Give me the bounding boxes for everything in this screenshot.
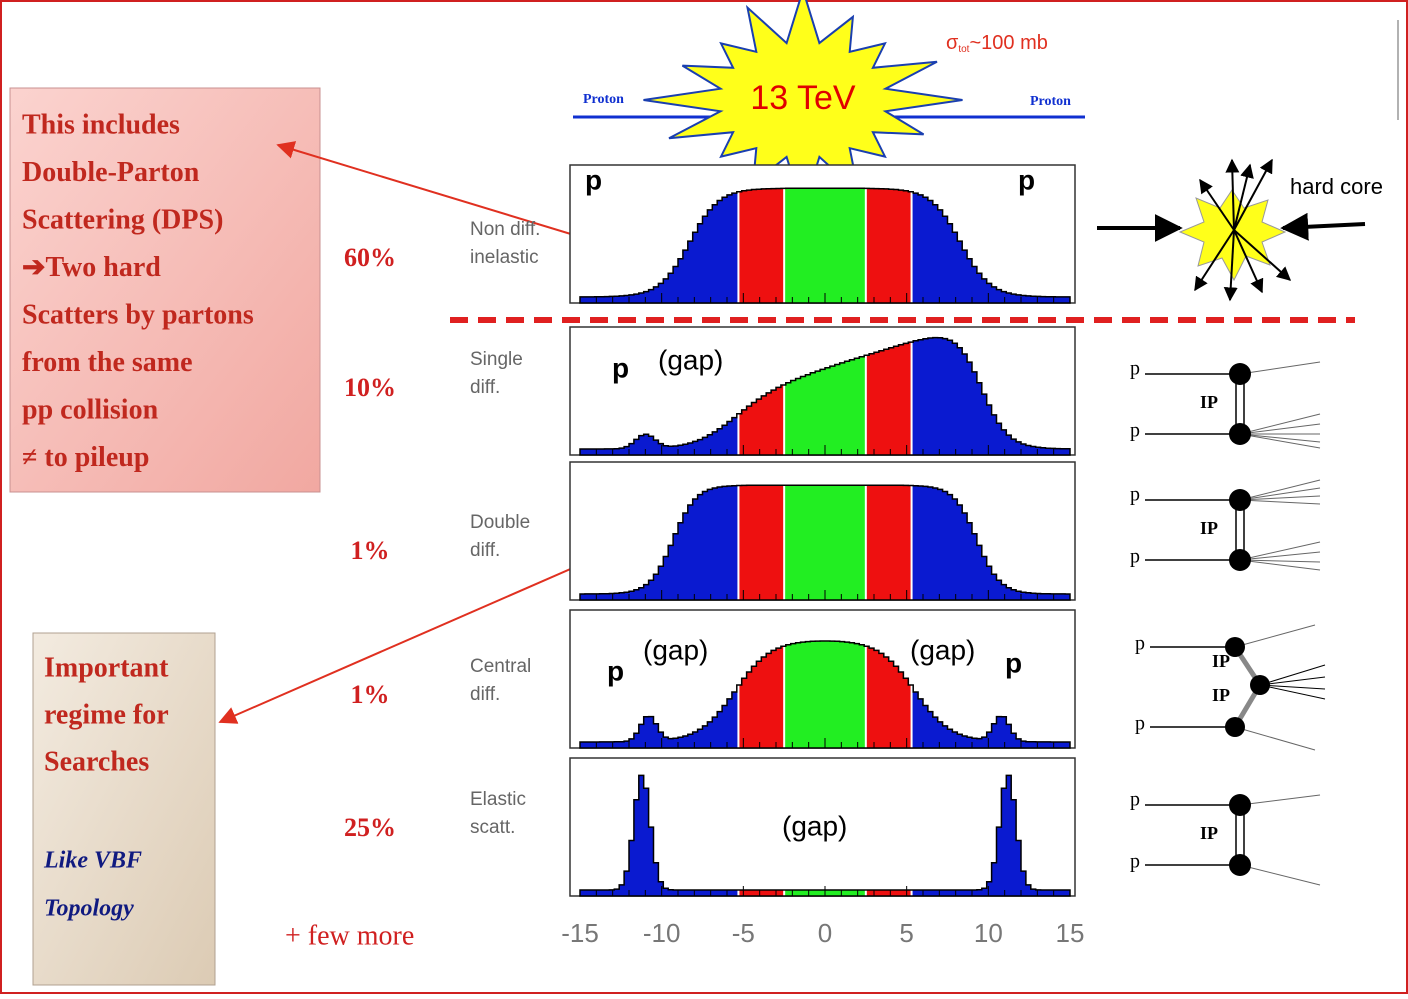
pomeron-label: IP <box>1200 392 1218 412</box>
slide: Proton Proton σtot~100 mb 13 TeV + few m… <box>0 0 1408 994</box>
x-tick-label: 0 <box>818 918 832 948</box>
diagram-p: p <box>1130 420 1140 442</box>
fraction: 25% <box>344 813 396 842</box>
process-name: Central <box>470 656 531 677</box>
vertex <box>1229 794 1251 816</box>
diagram-p: p <box>1130 789 1140 811</box>
panel-label: p <box>585 164 602 195</box>
vertex <box>1225 717 1245 737</box>
diagram-p: p <box>1130 546 1140 568</box>
note-line: Double-Parton <box>22 157 200 188</box>
panel-label: p <box>612 352 629 383</box>
vertex <box>1229 489 1251 511</box>
pomeron-label: IP <box>1200 518 1218 538</box>
diagram-p: p <box>1135 713 1145 735</box>
beam-right: Proton <box>1030 94 1071 109</box>
note-box <box>10 88 320 492</box>
note-line: Scattering (DPS) <box>22 204 223 235</box>
note-line: regime for <box>44 699 169 730</box>
process-name: Single <box>470 349 523 370</box>
fraction: 1% <box>351 680 390 709</box>
hard-core-label: hard core <box>1290 174 1383 199</box>
process-name: Non diff. <box>470 219 540 240</box>
panel-label: (gap) <box>658 344 723 375</box>
note-line: pp collision <box>22 394 159 425</box>
process-name: diff. <box>470 377 500 398</box>
note-italic-line: Topology <box>44 896 134 922</box>
vertex <box>1225 637 1245 657</box>
note-line: Searches <box>44 746 149 777</box>
note-line: ➔Two hard <box>22 252 161 283</box>
x-tick-label: 15 <box>1056 918 1085 948</box>
vertex <box>1250 675 1270 695</box>
energy-label: 13 TeV <box>750 79 856 117</box>
process-name: diff. <box>470 684 500 705</box>
pomeron-label: IP <box>1200 823 1218 843</box>
panel-label: p <box>1005 647 1022 678</box>
note-line: from the same <box>22 347 193 378</box>
vertex <box>1229 363 1251 385</box>
pomeron-label: IP <box>1212 651 1230 671</box>
x-tick-label: -15 <box>561 918 599 948</box>
note-italic-line: Like VBF <box>43 848 142 874</box>
x-tick-label: 5 <box>899 918 913 948</box>
sigma-sub: tot <box>958 44 969 55</box>
x-tick-label: 10 <box>974 918 1003 948</box>
process-name: inelastic <box>470 247 539 268</box>
footer: + few more <box>285 920 414 951</box>
beam-left: Proton <box>583 92 624 107</box>
process-name: Elastic <box>470 789 526 810</box>
fraction: 1% <box>351 536 390 565</box>
diagram-p: p <box>1130 851 1140 873</box>
x-tick-label: -5 <box>732 918 755 948</box>
pomeron-label: IP <box>1212 685 1230 705</box>
diagram-p: p <box>1135 633 1145 655</box>
note-line: Scatters by partons <box>22 299 254 330</box>
note-line: Important <box>44 652 169 683</box>
fraction: 10% <box>344 373 396 402</box>
note-line: ≠ to pileup <box>22 442 149 473</box>
vertex <box>1229 854 1251 876</box>
note-line: This includes <box>22 109 180 140</box>
process-name: scatt. <box>470 817 515 838</box>
vertex <box>1229 423 1251 445</box>
panel-label: (gap) <box>782 810 847 841</box>
sigma-value: ~100 mb <box>969 32 1047 54</box>
panel-label: p <box>1018 164 1035 195</box>
fraction: 60% <box>344 243 396 272</box>
vertex <box>1229 549 1251 571</box>
diagram-p: p <box>1130 358 1140 380</box>
process-name: diff. <box>470 540 500 561</box>
process-name: Double <box>470 512 530 533</box>
panel-label: p <box>607 655 624 686</box>
sigma: σ <box>946 32 959 54</box>
note-box <box>33 633 215 985</box>
panel-label: (gap) <box>910 634 975 665</box>
x-tick-label: -10 <box>643 918 681 948</box>
panel-label: (gap) <box>643 634 708 665</box>
diagram-p: p <box>1130 484 1140 506</box>
